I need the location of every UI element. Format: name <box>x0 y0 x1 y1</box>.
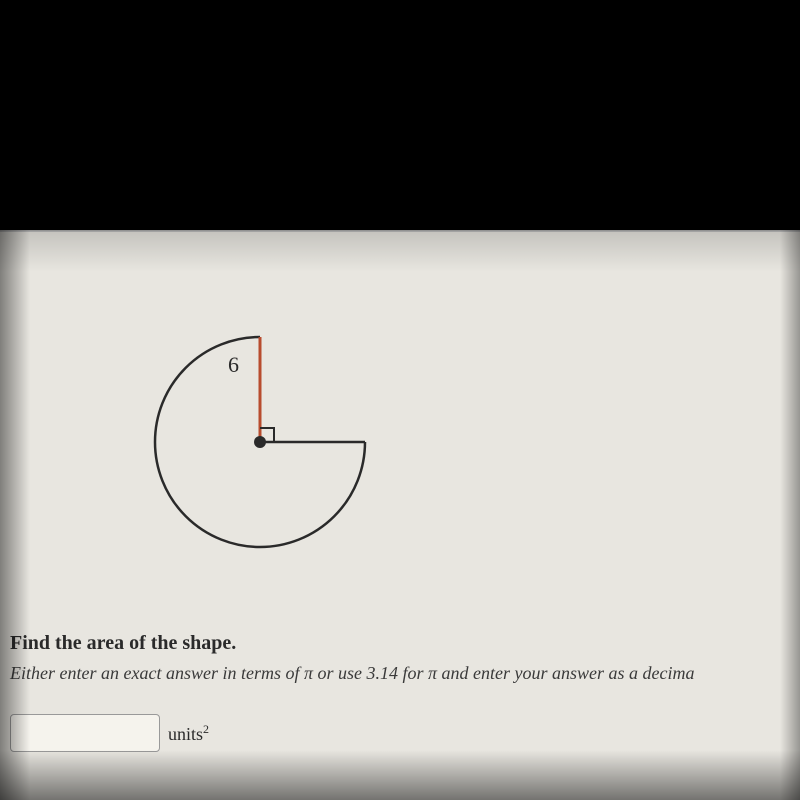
answer-input[interactable] <box>10 714 160 752</box>
instruction-text-4: and enter your answer as a decima <box>437 663 694 683</box>
sector-diagram <box>60 262 360 562</box>
answer-row: units2 <box>10 714 790 752</box>
units-text: units <box>168 724 203 744</box>
instruction-text-2: or use <box>313 663 367 683</box>
question-title: Find the area of the shape. <box>10 632 790 655</box>
instruction-text-1: Either enter an exact answer in terms of <box>10 663 304 683</box>
question-area: Find the area of the shape. Either enter… <box>0 632 800 752</box>
radius-label: 6 <box>228 352 239 378</box>
instruction-text-3: for <box>398 663 428 683</box>
pi-symbol-2: π <box>428 663 437 683</box>
question-instruction: Either enter an exact answer in terms of… <box>10 661 790 686</box>
units-label: units2 <box>168 722 209 745</box>
sector-svg <box>60 262 400 582</box>
pi-symbol-1: π <box>304 663 313 683</box>
top-black-region <box>0 0 800 230</box>
center-dot <box>254 436 266 448</box>
content-area: 6 Find the area of the shape. Either ent… <box>0 232 800 800</box>
pi-value: 3.14 <box>366 663 398 683</box>
units-exponent: 2 <box>203 722 209 736</box>
